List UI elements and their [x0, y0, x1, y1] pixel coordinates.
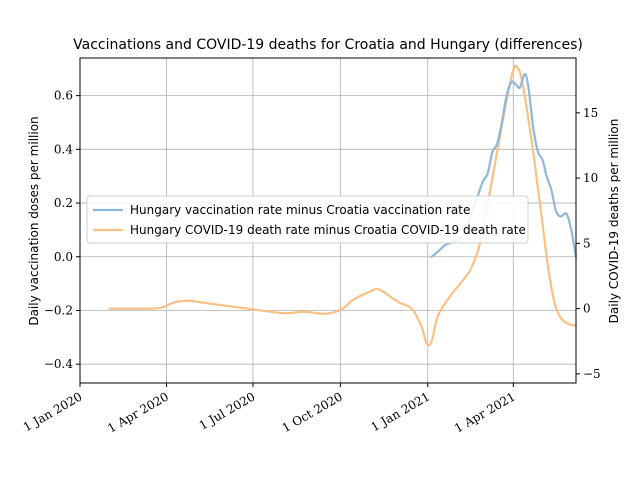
x-axis: 1 Jan 2020 1 Apr 2020 1 Jul 2020 1 Oct 2020…	[21, 383, 518, 436]
y-left-tick-label: −0.4	[44, 357, 74, 371]
y-right-tick-label: 10	[583, 171, 598, 185]
y-right-tick-label: 5	[583, 236, 591, 250]
y-left-tick-label: 0.6	[54, 89, 73, 103]
legend: Hungary vaccination rate minus Croatia v…	[86, 195, 529, 244]
y-left-tick-label: 0.2	[54, 196, 73, 210]
x-tick-label: 1 Jan 2020	[21, 389, 85, 434]
chart-title: Vaccinations and COVID-19 deaths for Cro…	[73, 37, 583, 53]
x-tick-label: 1 Jan 2021	[369, 389, 433, 434]
legend-box	[86, 195, 529, 244]
y-right-tick-label: 0	[583, 302, 591, 316]
plot-frame	[79, 57, 577, 384]
x-tick-label: 1 Apr 2020	[105, 389, 171, 435]
y-axis-right-title: Daily COVID-19 deaths per million	[607, 119, 621, 324]
x-tick-label: 1 Oct 2020	[280, 389, 345, 435]
y-left-tick-label: 0.4	[54, 142, 73, 156]
x-tick-label: 1 Jul 2020	[197, 389, 258, 432]
y-right-tick-label: −5	[583, 367, 601, 381]
y-right-tick-label: 15	[583, 106, 598, 120]
legend-label-deaths: Hungary COVID-19 death rate minus Croati…	[130, 223, 526, 237]
y-left-tick-label: −0.2	[44, 303, 73, 317]
x-tick-label: 1 Apr 2021	[452, 389, 518, 435]
series-death-difference	[108, 64, 578, 347]
legend-label-vaccination: Hungary vaccination rate minus Croatia v…	[130, 203, 470, 217]
y-axis-left-title: Daily vaccination doses per million	[27, 116, 41, 325]
y-left-tick-label: 0.0	[54, 250, 73, 264]
y-axis-right: −5 0 5 10 15	[576, 106, 601, 381]
y-axis-left: −0.4 −0.2 0.0 0.2 0.4 0.6	[44, 89, 80, 371]
